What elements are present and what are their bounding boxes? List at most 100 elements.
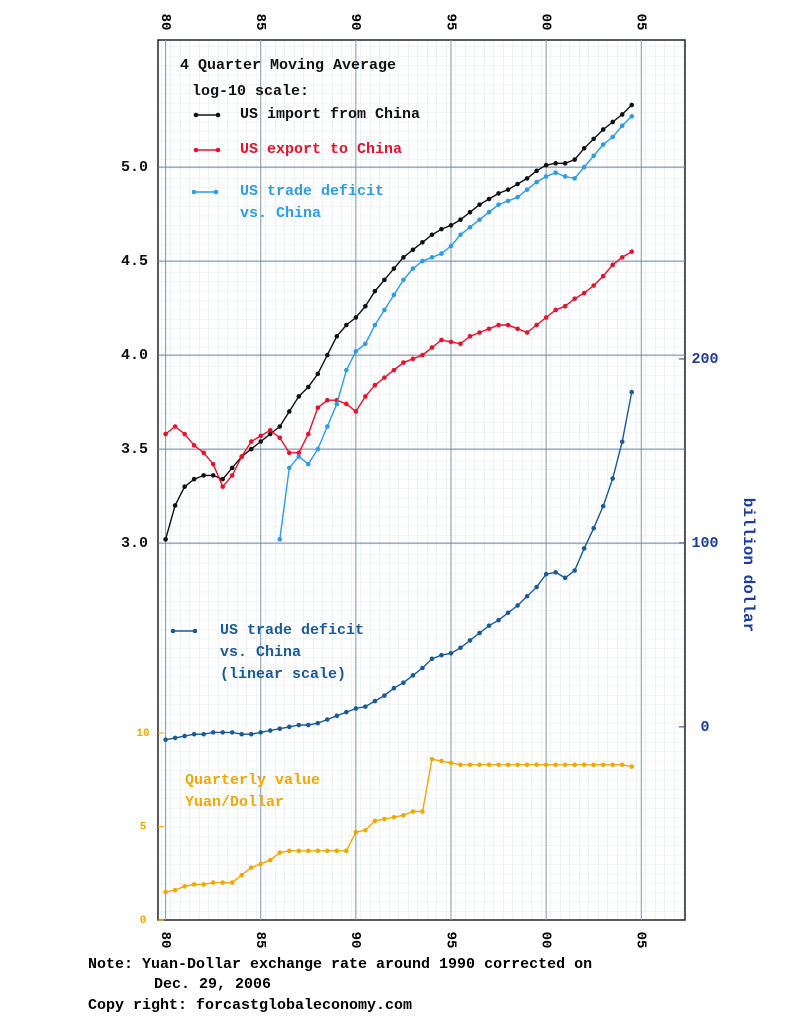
y2-axis-label: billion dollar bbox=[739, 498, 757, 632]
data-point bbox=[420, 352, 425, 358]
data-point bbox=[467, 762, 473, 768]
data-point bbox=[239, 454, 245, 459]
data-point bbox=[619, 439, 625, 445]
y-tick-label: 3.5 bbox=[121, 441, 148, 458]
data-point bbox=[172, 735, 178, 741]
data-point bbox=[220, 880, 225, 885]
data-point bbox=[391, 814, 397, 820]
data-point bbox=[201, 450, 206, 456]
data-point bbox=[372, 382, 378, 388]
y2-tick-label: 100 bbox=[691, 535, 718, 552]
x-tick-label: 80 bbox=[157, 932, 173, 949]
data-point bbox=[363, 303, 368, 309]
legend-marker bbox=[215, 112, 221, 118]
legend-subtitle: log-10 scale: bbox=[192, 83, 310, 100]
data-point bbox=[591, 283, 596, 288]
data-point bbox=[286, 848, 292, 854]
data-point bbox=[429, 756, 435, 762]
legend-marker bbox=[193, 112, 199, 118]
data-point bbox=[553, 170, 558, 176]
data-point bbox=[372, 288, 378, 294]
data-point bbox=[467, 638, 473, 643]
data-point bbox=[439, 758, 444, 764]
data-point bbox=[439, 251, 444, 256]
data-point bbox=[201, 473, 206, 478]
data-point bbox=[619, 762, 625, 768]
data-point bbox=[210, 880, 216, 885]
data-point bbox=[391, 266, 397, 271]
data-point bbox=[286, 724, 292, 730]
data-point bbox=[420, 665, 425, 671]
data-point bbox=[629, 764, 635, 769]
legend-marker bbox=[215, 147, 221, 153]
data-point bbox=[410, 266, 416, 271]
data-point bbox=[391, 292, 397, 298]
data-point bbox=[325, 352, 330, 358]
data-point bbox=[610, 119, 616, 125]
legend-label: US trade deficit vs. China bbox=[240, 183, 385, 222]
data-point bbox=[486, 623, 492, 628]
data-point bbox=[448, 339, 454, 345]
data-point bbox=[210, 730, 216, 735]
data-point bbox=[486, 326, 492, 332]
x-tick-label: 90 bbox=[347, 14, 363, 31]
data-point bbox=[353, 829, 359, 835]
legend-label: US import from China bbox=[240, 106, 421, 123]
data-point bbox=[286, 465, 292, 471]
data-point bbox=[296, 848, 302, 854]
data-point bbox=[382, 277, 387, 283]
data-point bbox=[610, 476, 616, 481]
data-point bbox=[239, 731, 245, 737]
data-point bbox=[524, 593, 530, 599]
data-point bbox=[572, 568, 577, 573]
x-tick-label: 80 bbox=[157, 14, 173, 31]
data-point bbox=[477, 217, 482, 223]
data-point bbox=[248, 439, 254, 444]
data-point bbox=[325, 424, 330, 429]
data-point bbox=[581, 546, 587, 551]
y3-tick-label: 10 bbox=[136, 728, 149, 740]
data-point bbox=[344, 367, 349, 373]
data-point bbox=[591, 762, 596, 768]
data-point bbox=[391, 367, 397, 373]
data-point bbox=[439, 226, 444, 232]
legend-label: US export to China bbox=[240, 141, 403, 158]
data-point bbox=[543, 174, 549, 179]
data-point bbox=[524, 330, 530, 335]
legend-marker bbox=[213, 189, 219, 195]
data-point bbox=[258, 730, 264, 735]
data-point bbox=[353, 409, 359, 414]
data-point bbox=[496, 191, 501, 196]
data-point bbox=[496, 202, 501, 207]
data-point bbox=[410, 673, 416, 678]
data-point bbox=[344, 322, 349, 328]
data-point bbox=[505, 187, 511, 192]
data-point bbox=[277, 424, 283, 429]
data-point bbox=[534, 168, 539, 174]
data-point bbox=[305, 722, 311, 728]
data-point bbox=[572, 296, 577, 301]
data-point bbox=[182, 431, 187, 437]
data-point bbox=[439, 652, 444, 658]
data-point bbox=[581, 762, 587, 768]
data-point bbox=[172, 503, 178, 508]
data-point bbox=[600, 762, 606, 768]
data-point bbox=[610, 262, 616, 268]
data-point bbox=[515, 762, 520, 768]
data-point bbox=[191, 476, 197, 482]
data-point bbox=[562, 174, 568, 179]
data-point bbox=[239, 872, 245, 878]
y-tick-label: 4.0 bbox=[121, 347, 148, 364]
data-point bbox=[305, 461, 311, 467]
data-point bbox=[610, 762, 616, 768]
data-point bbox=[229, 465, 235, 471]
data-point bbox=[410, 247, 416, 253]
data-point bbox=[458, 645, 463, 651]
data-point bbox=[220, 484, 225, 489]
data-point bbox=[296, 454, 302, 459]
data-point bbox=[401, 255, 406, 260]
data-point bbox=[448, 650, 454, 656]
data-point bbox=[344, 848, 349, 854]
data-point bbox=[334, 333, 340, 339]
data-point bbox=[229, 880, 235, 885]
